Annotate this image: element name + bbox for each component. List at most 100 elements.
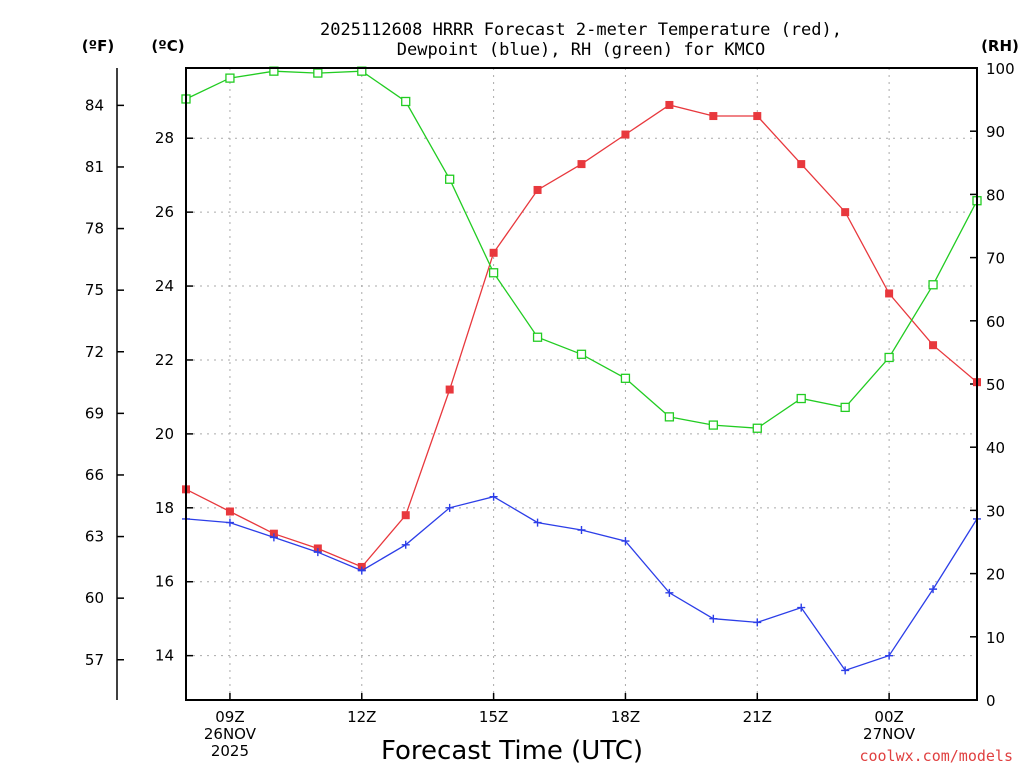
dewpoint-point: [445, 503, 454, 512]
celsius-unit-label: (ºC): [151, 37, 184, 55]
rh-point: [796, 393, 806, 404]
time-tick-label: 18Z: [611, 708, 640, 726]
temperature-line: [185, 104, 978, 568]
time-tick-label: 26NOV: [204, 725, 257, 743]
dewpoint-point: [621, 537, 630, 546]
fahrenheit-axis: 57 60 63 66 69 72 75 78 81 84: [85, 96, 124, 669]
dewpoint-line: [185, 496, 978, 672]
fahrenheit-unit-label: (ºF): [82, 37, 114, 55]
temperature-point: [401, 511, 410, 520]
rh-point: [576, 349, 587, 359]
dewpoint-point: [797, 603, 806, 612]
temperature-point: [225, 507, 234, 516]
celsius-tick-label: 24: [155, 277, 174, 295]
temperature-point: [533, 185, 542, 194]
series-layer: [181, 66, 982, 675]
dewpoint-point: [709, 614, 718, 623]
rh-tick-label: 100: [986, 60, 1015, 78]
fahrenheit-tick-label: 75: [85, 281, 104, 299]
fahrenheit-tick-label: 57: [85, 651, 104, 669]
time-tick-label: 21Z: [743, 708, 772, 726]
rh-unit-label: (RH): [981, 37, 1019, 55]
dewpoint-point: [929, 585, 938, 594]
rh-point: [401, 96, 411, 107]
dewpoint-point: [885, 651, 894, 660]
rh-axis: 0 10 20 30 40 50 60 70 80 90 100: [970, 60, 1015, 710]
fahrenheit-tick-label: 72: [85, 343, 104, 361]
temperature-point: [841, 208, 850, 217]
fahrenheit-tick-label: 81: [85, 158, 104, 176]
celsius-tick-label: 20: [155, 425, 174, 443]
celsius-tick-label: 14: [155, 647, 174, 665]
dewpoint-point: [489, 492, 498, 501]
rh-tick-label: 90: [986, 123, 1005, 141]
rh-point: [708, 420, 718, 430]
fahrenheit-tick-label: 63: [85, 528, 104, 546]
rh-point: [488, 268, 499, 278]
dewpoint-point: [401, 540, 410, 549]
temperature-point: [709, 112, 718, 121]
fahrenheit-tick-label: 60: [85, 589, 104, 607]
rh-tick-label: 80: [986, 186, 1005, 204]
dewpoint-point: [665, 588, 674, 597]
rh-tick-label: 40: [986, 439, 1005, 457]
rh-tick-label: 60: [986, 313, 1005, 331]
temperature-point: [885, 289, 894, 298]
celsius-tick-label: 16: [155, 573, 174, 591]
rh-tick-label: 30: [986, 502, 1005, 520]
temperature-point: [665, 100, 674, 109]
fahrenheit-tick-label: 84: [85, 96, 104, 114]
celsius-tick-label: 22: [155, 351, 174, 369]
credit-text: coolwx.com/models: [859, 747, 1013, 765]
time-tick-label: 15Z: [479, 708, 508, 726]
plot-frame: [185, 67, 978, 701]
temperature-point: [621, 130, 630, 139]
chart-title-line-1: 2025112608 HRRR Forecast 2-meter Tempera…: [320, 20, 842, 40]
rh-tick-label: 0: [986, 692, 996, 710]
temperature-point: [577, 160, 586, 169]
dewpoint-point: [533, 518, 542, 527]
rh-point: [445, 174, 455, 184]
dewpoint-point: [225, 518, 234, 527]
celsius-tick-label: 26: [155, 203, 174, 221]
dewpoint-point: [577, 525, 586, 534]
dewpoint-point: [357, 566, 366, 575]
rh-point: [313, 68, 323, 78]
temperature-point: [753, 112, 762, 121]
rh-tick-label: 70: [986, 250, 1005, 268]
temperature-point: [797, 160, 806, 169]
rh-tick-label: 10: [986, 629, 1005, 647]
fahrenheit-tick-label: 78: [85, 220, 104, 238]
rh-tick-label: 50: [986, 376, 1005, 394]
rh-point: [752, 423, 762, 433]
celsius-tick-label: 28: [155, 129, 174, 147]
temperature-point: [445, 385, 454, 394]
celsius-axis: 14 16 18 20 22 24 26 28: [155, 129, 193, 665]
rh-point: [664, 412, 675, 422]
time-tick-label: 27NOV: [863, 725, 916, 743]
dewpoint-point: [841, 666, 850, 675]
dewpoint-point: [753, 618, 762, 627]
x-axis-label: Forecast Time (UTC): [381, 736, 643, 766]
dewpoint-point: [269, 533, 278, 542]
dewpoint-point: [313, 548, 322, 557]
time-tick-label: 09Z: [215, 708, 244, 726]
rh-point: [884, 352, 894, 363]
time-tick-label: 00Z: [874, 708, 903, 726]
rh-point: [532, 332, 543, 342]
time-tick-label: 2025: [211, 742, 249, 760]
rh-point: [840, 402, 850, 413]
rh-point: [620, 373, 631, 383]
rh-tick-label: 20: [986, 566, 1005, 584]
fahrenheit-tick-label: 66: [85, 466, 104, 484]
celsius-tick-label: 18: [155, 499, 174, 517]
fahrenheit-tick-label: 69: [85, 404, 104, 422]
rh-point: [928, 280, 938, 290]
temperature-point: [489, 248, 498, 257]
temperature-point: [929, 341, 938, 350]
rh-line: [185, 70, 978, 429]
rh-point: [225, 73, 235, 83]
chart-title-line-2: Dewpoint (blue), RH (green) for KMCO: [397, 40, 765, 60]
